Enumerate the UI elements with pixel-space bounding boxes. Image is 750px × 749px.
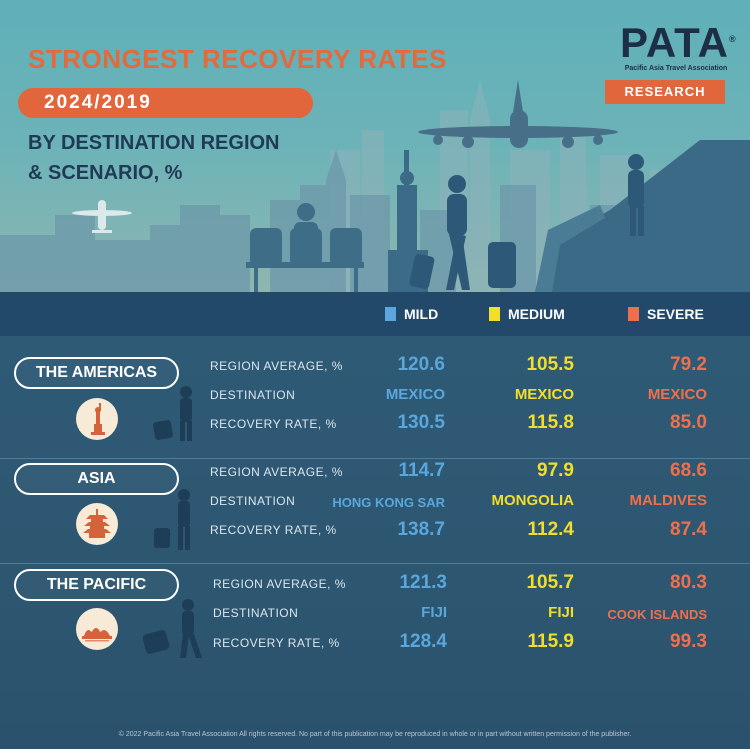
divider <box>0 563 750 564</box>
statue-of-liberty-icon <box>76 398 118 440</box>
airplane-large <box>418 80 618 148</box>
subtitle-line-1: BY DESTINATION REGION <box>28 132 280 154</box>
row-label-destination: DESTINATION <box>213 606 299 620</box>
severe-recovery-rate: 99.3 <box>670 631 707 652</box>
mild-destination: MEXICO <box>385 386 445 403</box>
medium-swatch-icon <box>489 307 500 321</box>
pagoda-icon <box>76 503 118 545</box>
traveler-silhouette <box>154 489 190 550</box>
region-label-pacific: THE PACIFIC <box>14 569 179 601</box>
medium-recovery-rate: 112.4 <box>527 519 575 540</box>
mild-recovery-rate: 130.5 <box>397 412 445 433</box>
escalator <box>535 140 750 292</box>
legend-band <box>0 292 750 336</box>
medium-recovery-rate: 115.8 <box>527 412 575 433</box>
mild-region-average: 114.7 <box>398 460 446 481</box>
medium-region-average: 105.7 <box>526 572 574 593</box>
row-label-region-average: REGION AVERAGE, % <box>210 359 343 373</box>
subtitle: BY DESTINATION REGION & SCENARIO, % <box>28 128 280 188</box>
airport-skyline-illustration <box>0 80 750 292</box>
region-label-americas: THE AMERICAS <box>14 357 179 389</box>
region-label-asia: ASIA <box>14 463 179 495</box>
medium-destination: MONGOLIA <box>491 492 575 509</box>
research-badge: RESEARCH <box>605 80 725 104</box>
medium-region-average: 97.9 <box>537 460 574 481</box>
row-label-recovery-rate: RECOVERY RATE, % <box>213 636 340 650</box>
traveler-on-escalator <box>628 154 644 236</box>
legend-mild: MILD <box>385 306 438 322</box>
data-table <box>0 336 750 749</box>
severe-swatch-icon <box>628 307 639 321</box>
medium-region-average: 105.5 <box>526 354 574 375</box>
airplane-small <box>72 200 132 233</box>
medium-recovery-rate: 115.9 <box>527 631 575 652</box>
title: STRONGEST RECOVERY RATES <box>28 44 447 74</box>
logo-wordmark: PATA® <box>620 19 737 66</box>
row-label-recovery-rate: RECOVERY RATE, % <box>210 417 337 431</box>
traveler-walking <box>409 175 516 290</box>
row-label-recovery-rate: RECOVERY RATE, % <box>210 523 337 537</box>
severe-region-average: 79.2 <box>670 354 707 375</box>
severe-destination: MALDIVES <box>629 492 707 509</box>
mild-swatch-icon <box>385 307 396 321</box>
mild-region-average: 121.3 <box>399 572 447 593</box>
traveler-silhouette <box>153 386 192 441</box>
severe-recovery-rate: 87.4 <box>670 519 707 540</box>
severe-destination: COOK ISLANDS <box>607 607 707 622</box>
severe-region-average: 68.6 <box>670 460 707 481</box>
medium-destination: FIJI <box>548 604 574 621</box>
legend-severe: SEVERE <box>628 306 704 322</box>
mild-region-average: 120.6 <box>397 354 445 375</box>
subtitle-line-2: & SCENARIO, % <box>28 162 183 184</box>
divider <box>0 458 750 459</box>
mild-recovery-rate: 128.4 <box>399 631 447 652</box>
severe-recovery-rate: 85.0 <box>670 412 707 433</box>
traveler-silhouette <box>142 599 202 658</box>
pata-logo: PATA® Pacific Asia Travel Association <box>620 18 737 73</box>
statue-silhouette <box>388 150 428 292</box>
waiting-seats <box>246 203 364 292</box>
row-label-destination: DESTINATION <box>210 494 296 508</box>
copyright-footer: © 2022 Pacific Asia Travel Association A… <box>118 731 632 738</box>
row-label-region-average: REGION AVERAGE, % <box>210 465 343 479</box>
logo-organization: Pacific Asia Travel Association <box>624 65 728 72</box>
legend-medium: MEDIUM <box>489 306 565 322</box>
severe-destination: MEXICO <box>647 386 707 403</box>
row-label-region-average: REGION AVERAGE, % <box>213 577 346 591</box>
mild-recovery-rate: 138.7 <box>397 519 445 540</box>
mild-destination: FIJI <box>421 604 447 621</box>
period-pill: 2024/2019 <box>18 88 313 118</box>
row-label-destination: DESTINATION <box>210 388 296 402</box>
severe-region-average: 80.3 <box>670 572 707 593</box>
opera-house-icon <box>76 608 118 650</box>
medium-destination: MEXICO <box>514 386 574 403</box>
mild-destination: HONG KONG SAR <box>332 495 445 510</box>
